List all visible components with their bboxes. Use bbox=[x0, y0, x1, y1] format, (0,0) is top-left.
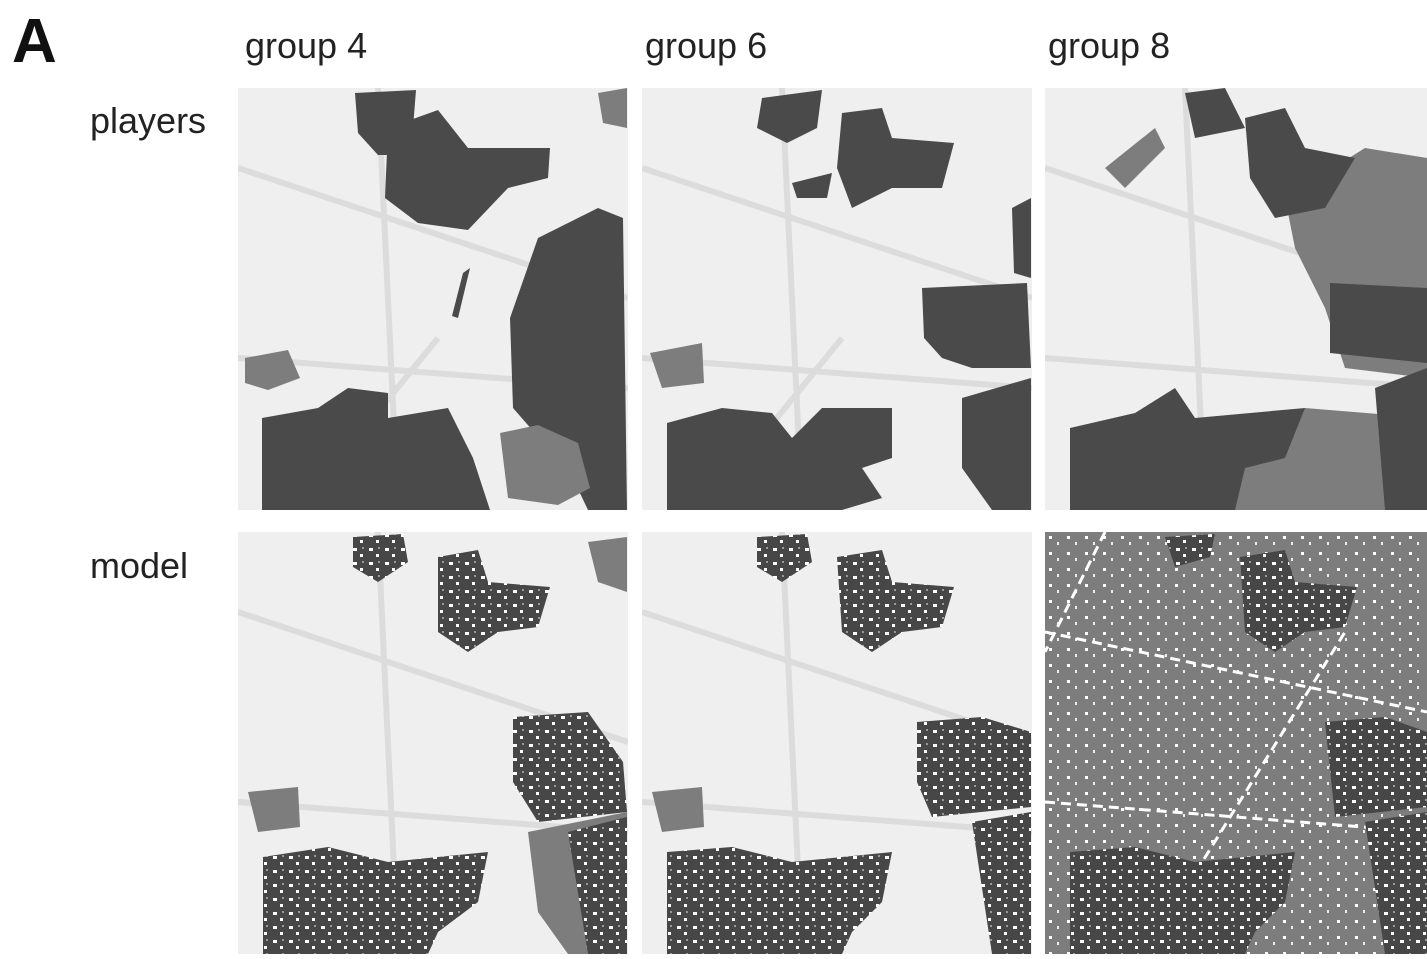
row-label: players bbox=[90, 100, 206, 141]
column-header: group 8 bbox=[1048, 25, 1170, 66]
panel-label: A bbox=[12, 7, 57, 76]
map-panel bbox=[1045, 88, 1427, 510]
map-panel bbox=[642, 88, 1032, 510]
map-panel bbox=[238, 88, 628, 510]
map-panel bbox=[642, 532, 1032, 954]
column-header: group 4 bbox=[245, 25, 367, 66]
row-label: model bbox=[90, 545, 188, 586]
figure: A group 4 group 6 group 8 players model bbox=[0, 0, 1427, 959]
map-panel bbox=[1045, 532, 1427, 954]
map-panel bbox=[238, 532, 628, 954]
column-header: group 6 bbox=[645, 25, 767, 66]
